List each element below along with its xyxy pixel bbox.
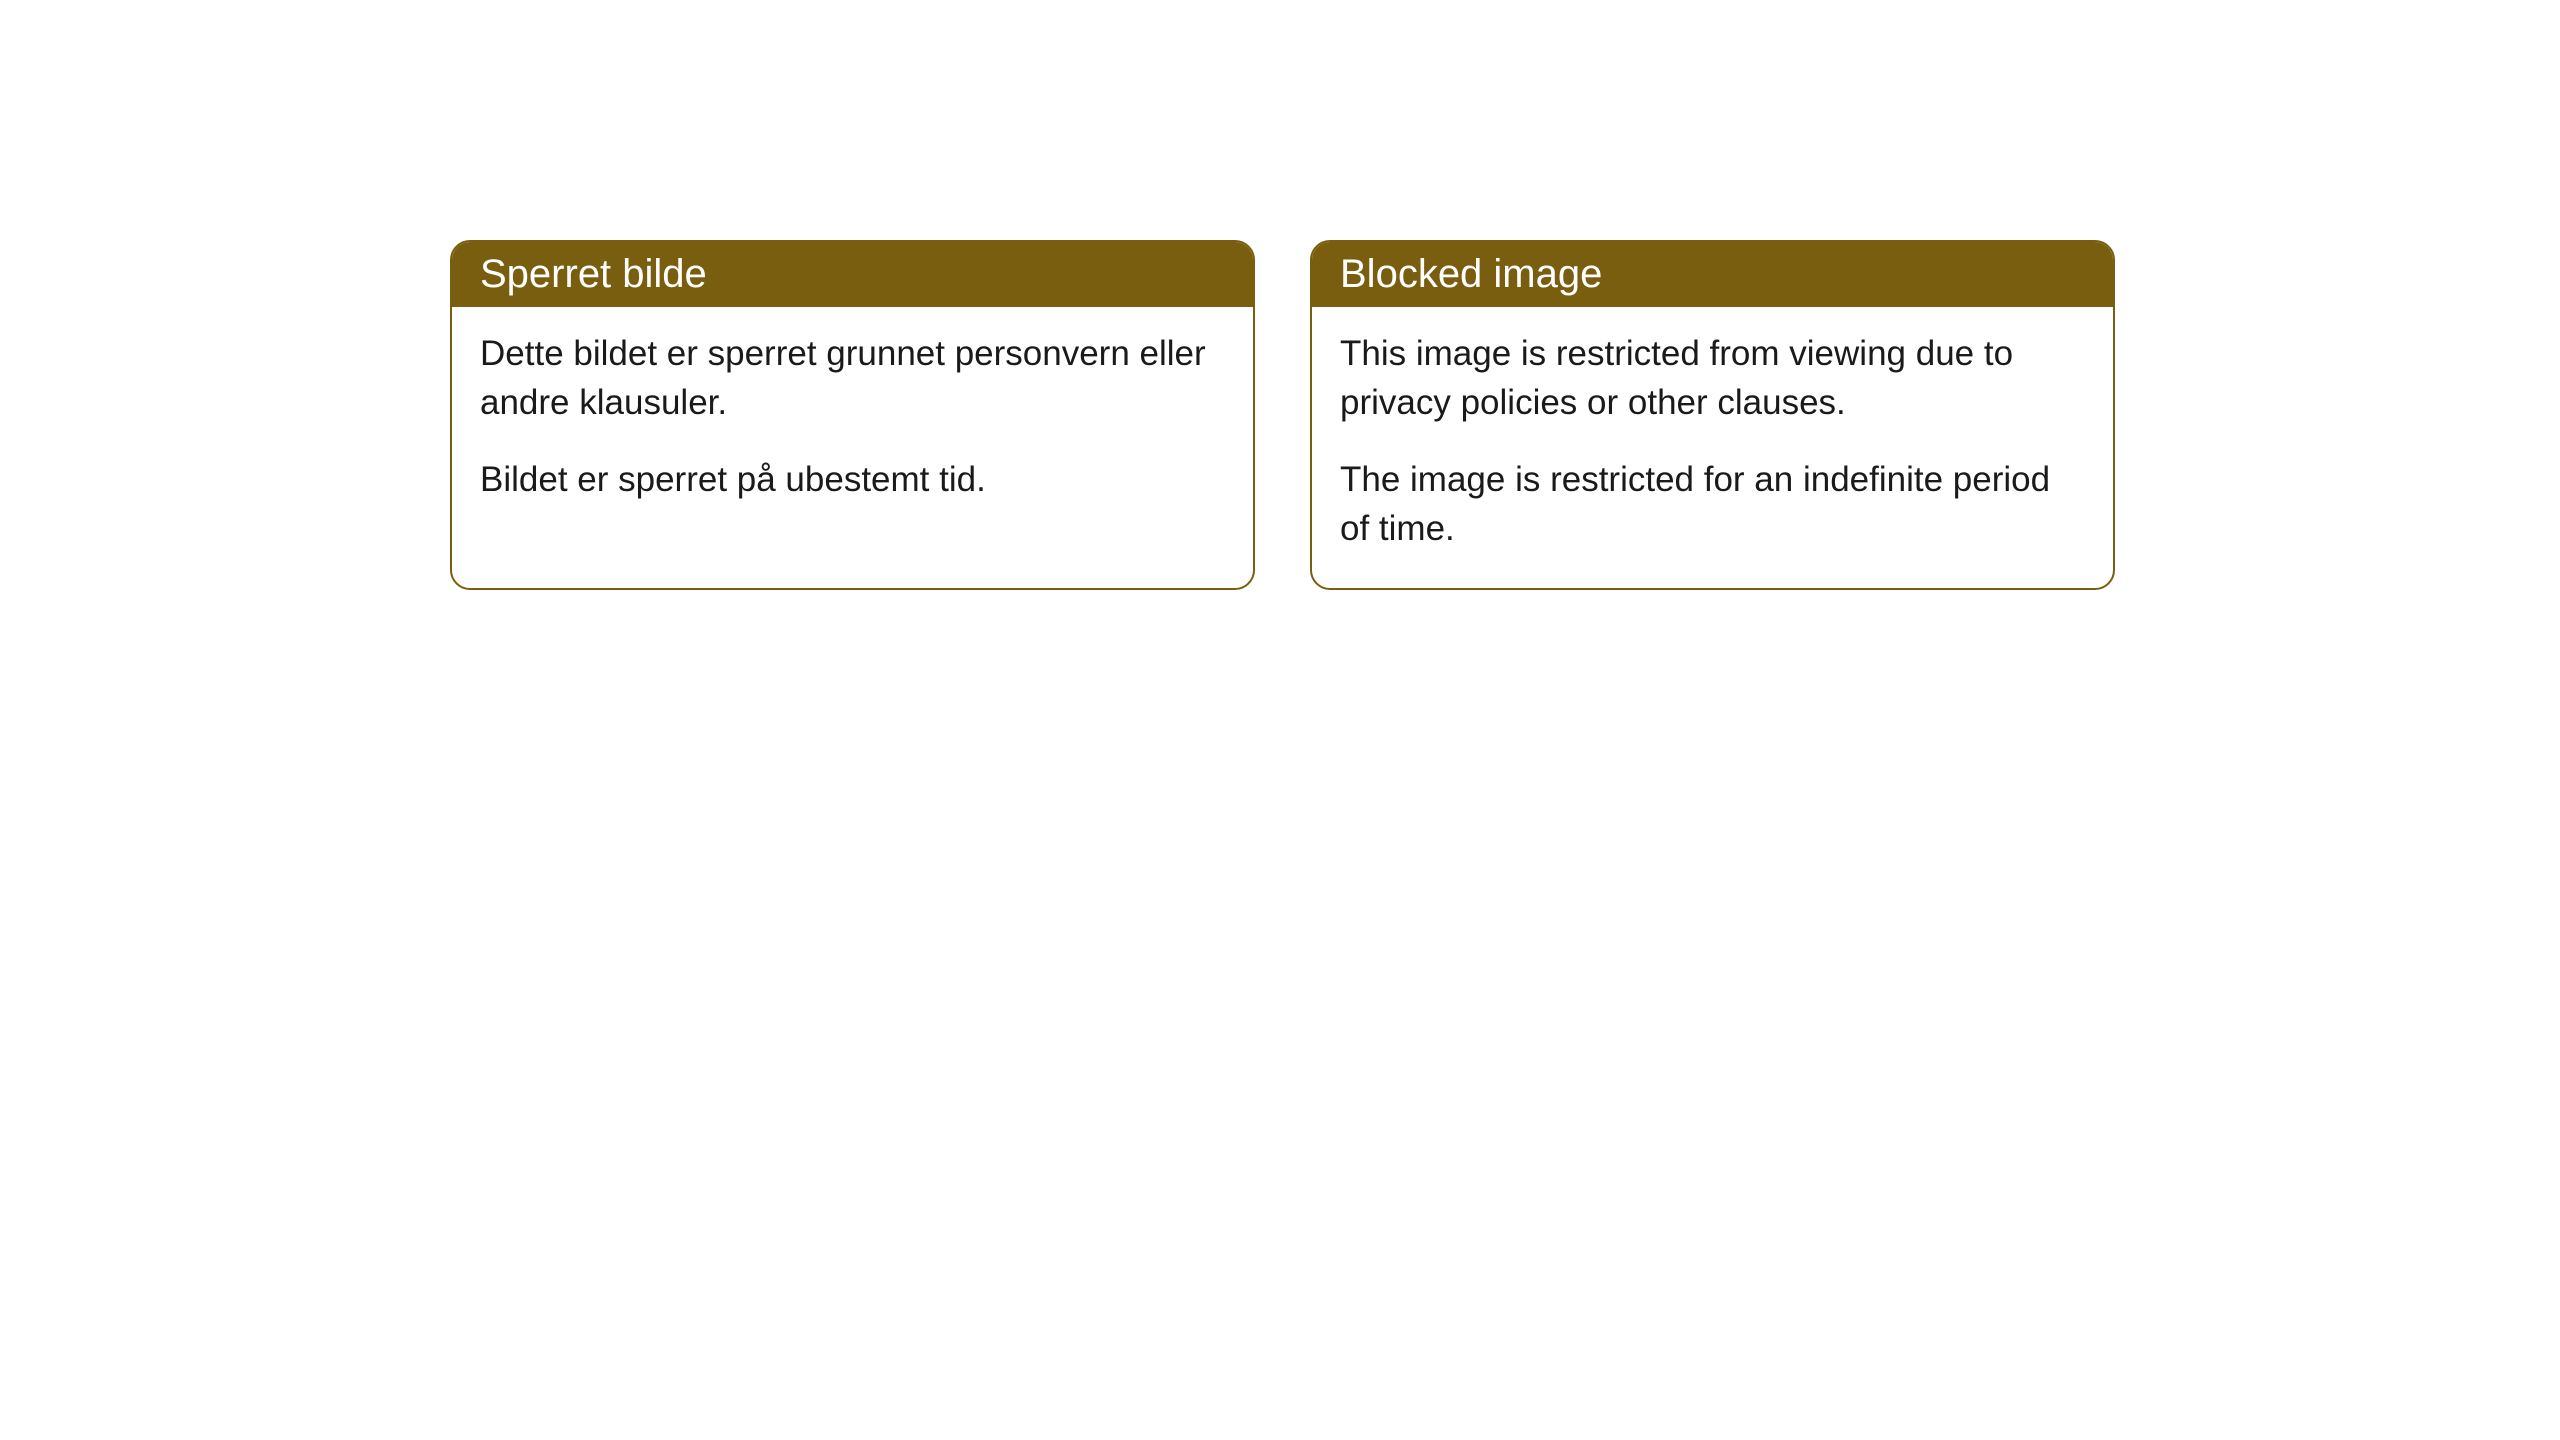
card-paragraph-2: The image is restricted for an indefinit… xyxy=(1340,455,2085,553)
card-paragraph-2: Bildet er sperret på ubestemt tid. xyxy=(480,455,1225,504)
card-paragraph-1: Dette bildet er sperret grunnet personve… xyxy=(480,329,1225,427)
card-title: Blocked image xyxy=(1312,242,2113,307)
card-container: Sperret bilde Dette bildet er sperret gr… xyxy=(0,0,2560,590)
blocked-image-card-norwegian: Sperret bilde Dette bildet er sperret gr… xyxy=(450,240,1255,590)
card-title: Sperret bilde xyxy=(452,242,1253,307)
card-body: This image is restricted from viewing du… xyxy=(1312,307,2113,588)
card-paragraph-1: This image is restricted from viewing du… xyxy=(1340,329,2085,427)
card-body: Dette bildet er sperret grunnet personve… xyxy=(452,307,1253,539)
blocked-image-card-english: Blocked image This image is restricted f… xyxy=(1310,240,2115,590)
